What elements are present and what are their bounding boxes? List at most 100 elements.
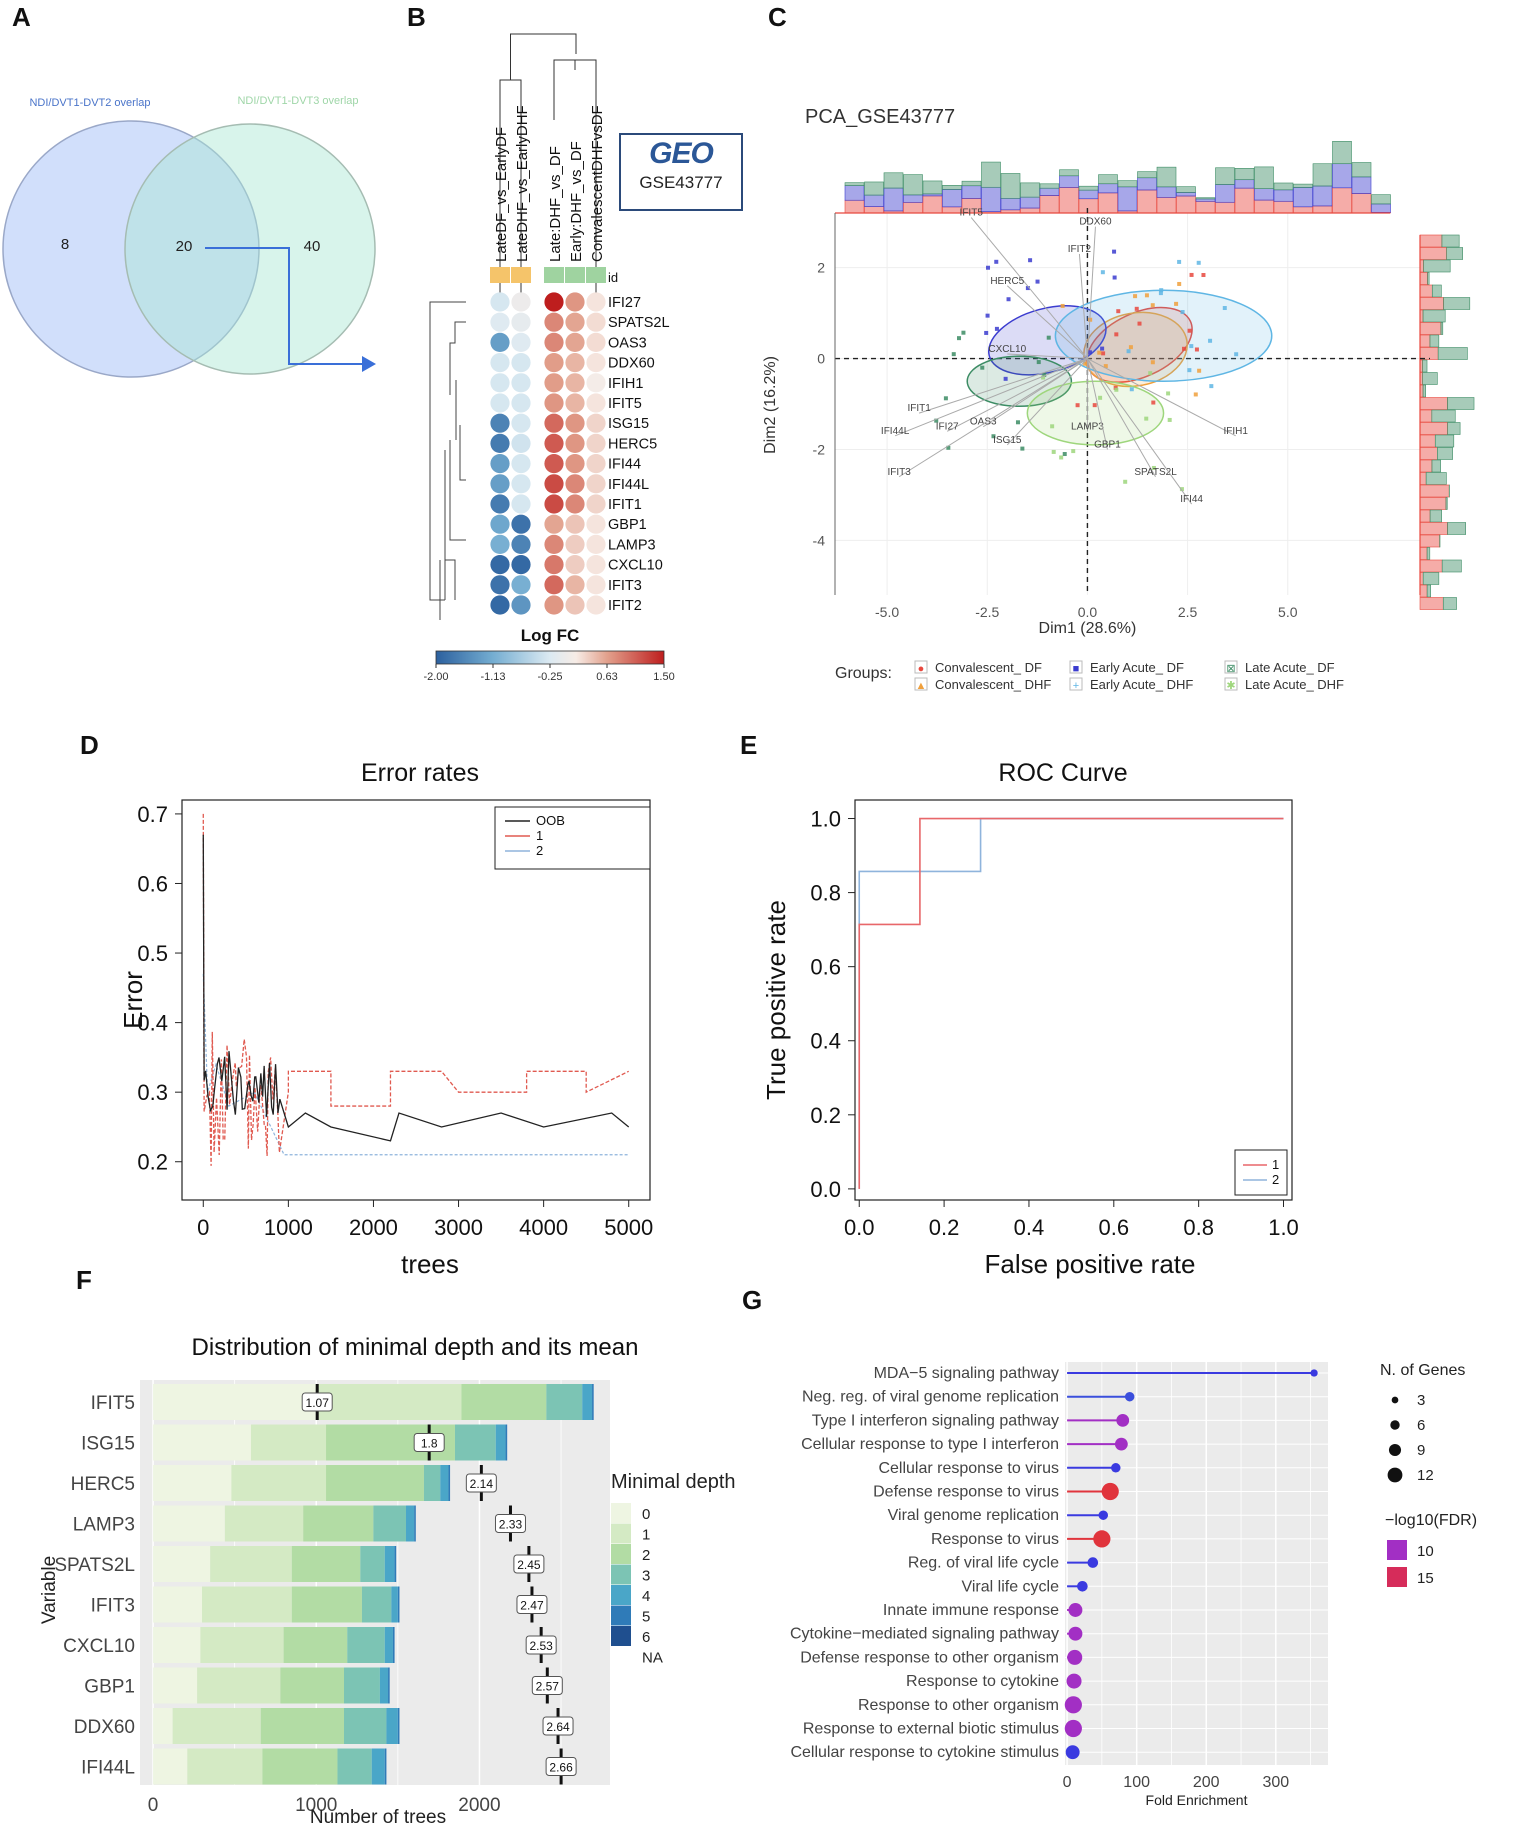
heatmap-cell [565,312,585,332]
legend-key-box [1224,677,1238,691]
legend-label: 6 [642,1629,650,1646]
pca-point [1148,371,1153,376]
pca-point [1042,372,1047,377]
heatmap-cell [565,292,585,312]
colorbar-tick-label: -1.13 [480,671,505,683]
legend-symbol: ■ [1073,663,1080,675]
right-histogram-bar [1419,584,1428,598]
top-histogram-bar [864,206,884,214]
size-legend-point [1391,1396,1399,1404]
pca-point [1101,351,1106,356]
mean-label: 2.14 [470,1477,494,1491]
right-histogram-bar [1447,422,1461,435]
roc-chart: ROC Curve 12 0.0 0.2 0.4 0.6 0.8 1.0 0.0 0.2 0.4 0.… [761,759,1299,1279]
colorbar-tick-label: 1.50 [653,671,674,683]
depth-segment [153,1424,251,1461]
lollipop-point [1064,1719,1082,1738]
legend-swatch [611,1503,631,1523]
depth-segment [210,1546,292,1582]
roc-series-line [858,817,1284,1189]
depth-segment [384,1748,387,1785]
top-histogram-bar [903,202,923,214]
heatmap-cell [565,534,585,555]
venn-count-right: 40 [304,238,321,255]
depth-segment [454,1424,496,1461]
mean-label-box [545,1757,577,1776]
size-legend-point [1387,1467,1403,1483]
depth-segment [384,1546,395,1582]
x-tick-label: 200 [1193,1774,1220,1791]
loading-arrow [1086,358,1156,478]
heatmap-cell [490,454,510,474]
legend-key-box [914,660,928,674]
variable-label: ISG15 [81,1434,135,1455]
top-histogram-bar [1332,163,1352,189]
heatmap-cell [565,575,585,595]
top-histogram-bar [1254,188,1274,201]
heatmap-cell [490,373,510,393]
chart-title: Error rates [361,759,479,787]
top-histogram-bar [1020,182,1040,198]
depth-segment [260,1708,344,1744]
panel-label-f: F [76,1265,92,1295]
heatmap-cell [586,534,606,555]
size-legend-point [1388,1443,1402,1457]
heatmap-cell [586,494,606,514]
legend-swatch [611,1626,631,1646]
top-histogram-bar [1059,175,1079,188]
top-histogram-bar [844,182,865,186]
size-legend-label: 6 [1417,1417,1425,1434]
heatmap-cell [511,534,531,555]
size-legend-title: N. of Genes [1380,1362,1465,1379]
y-axis-label: Variable [39,1556,60,1624]
heatmap-chart: LateDF_vs_EarlyDF LateDHF_vs_EarlyDHF Late… [423,33,675,683]
loading-arrow [898,358,1088,478]
lollipop-point [1124,1391,1135,1402]
variable-label: HERC5 [71,1474,135,1495]
right-histogram-bar [1419,409,1433,423]
depth-segment [153,1546,211,1582]
pca-point [994,326,999,331]
legend-label: OOB [536,813,565,828]
heatmap-cell [565,514,585,534]
pca-point [1179,487,1184,492]
heatmap-cell [544,514,564,534]
top-histogram-bar [961,180,982,187]
lollipop-point [1114,1437,1128,1451]
pca-point [1208,338,1213,343]
top-histogram-bar [1078,189,1099,200]
mean-label-box [513,1554,545,1574]
pca-point [980,365,985,370]
top-histogram-bar [1000,198,1021,211]
heatmap-cell [511,393,531,413]
pca-point [1180,310,1185,315]
mean-label-box [525,1635,557,1655]
pca-point [1020,446,1025,451]
variable-label: IFIT3 [91,1596,135,1617]
lollipop-point [1093,1530,1111,1548]
loading-label: HERC5 [990,276,1024,287]
term-label: Response to external biotic stimulus [803,1721,1059,1738]
pca-point [1075,403,1080,408]
legend-label: 0 [642,1506,650,1523]
depth-segment [231,1465,327,1501]
depth-segment [371,1748,385,1785]
term-label: Defense response to virus [873,1484,1059,1501]
heatmap-cell [565,332,585,352]
row-label: CXCL10 [608,558,663,574]
row-label: SPATS2L [608,315,670,331]
panel-label-a: A [12,2,31,32]
row-label: IFI27 [608,295,641,311]
top-histogram-bar [1000,173,1021,199]
depth-segment [343,1667,380,1704]
term-label: Cytokine−mediated signaling pathway [790,1626,1059,1643]
right-histogram-bar [1419,459,1433,473]
depth-segment [397,1708,400,1744]
pca-point [1187,328,1192,333]
legend-symbol: + [1073,680,1079,692]
pca-point [1166,391,1171,396]
column-annotation [586,267,606,283]
top-histogram-bar [903,174,923,196]
depth-segment [153,1748,188,1785]
venn-arrow [205,247,362,365]
